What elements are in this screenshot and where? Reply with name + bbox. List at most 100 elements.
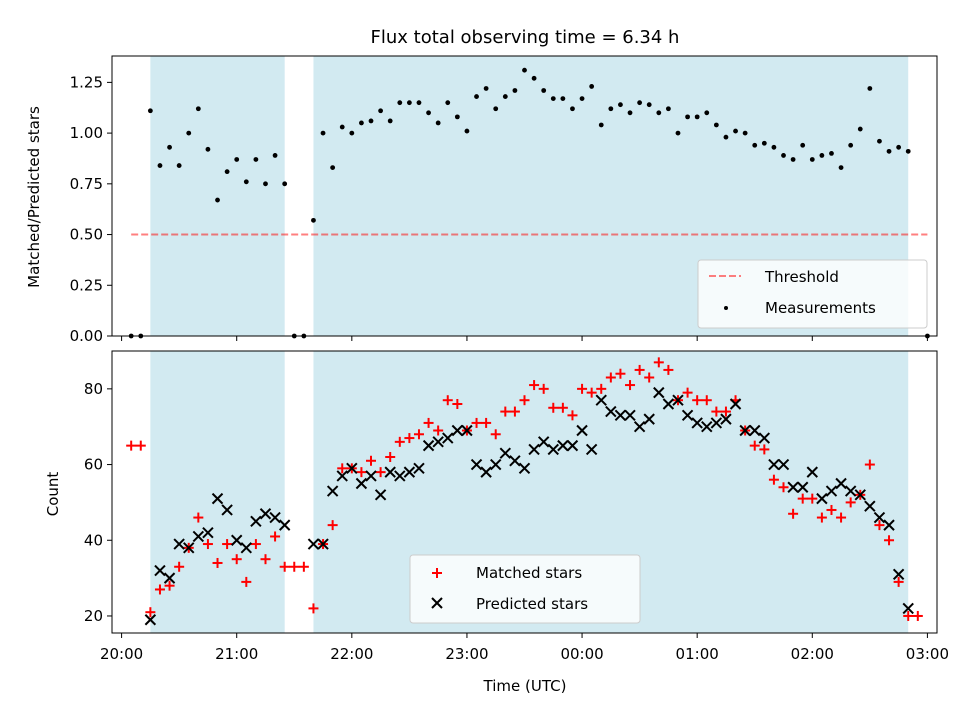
- measurement-point-32: [435, 120, 441, 126]
- legend-bottom-box: [409, 554, 641, 624]
- predicted-marker-b: [729, 398, 742, 410]
- measurement-point-63: [733, 128, 738, 134]
- predicted-star-point-46: [605, 405, 617, 418]
- matched-star-point-65: [749, 440, 760, 451]
- matched-star-point-9: [212, 557, 223, 568]
- x-tick-label-3: 23:00: [445, 645, 488, 663]
- legend-measurements-label: Measurements: [765, 299, 876, 317]
- predicted-marker-b: [566, 439, 579, 452]
- predicted-marker-b: [442, 432, 454, 444]
- predicted-marker-b: [183, 542, 195, 554]
- predicted-star-point-62: [758, 432, 771, 444]
- top-y-tick-label-2: 0.50: [70, 226, 103, 244]
- predicted-marker-b: [624, 409, 636, 422]
- predicted-marker-b: [192, 530, 205, 543]
- x-tick-label-2: 22:00: [330, 645, 373, 663]
- measurement-point-6: [186, 130, 192, 136]
- matched-star-point-47: [577, 383, 588, 394]
- matched-star-point-55: [653, 357, 664, 368]
- measurement-point-67: [771, 144, 777, 150]
- bottom-axes-frame: [111, 350, 938, 634]
- matched-star-point-19: [308, 603, 319, 614]
- measurement-point-59: [694, 114, 700, 120]
- top-y-tick-label-1: 0.25: [70, 276, 103, 294]
- matched-star-point-75: [845, 497, 856, 508]
- matched-star-point-61: [711, 406, 722, 417]
- matched-star-point-36: [471, 417, 482, 428]
- predicted-star-point-8: [221, 504, 233, 516]
- predicted-star-point-44: [585, 443, 598, 456]
- matched-star-point-78: [874, 520, 885, 531]
- matched-star-point-51: [615, 368, 626, 379]
- predicted-star-point-55: [691, 417, 703, 429]
- matched-star-point-31: [423, 417, 434, 428]
- top-y-tick-label-4: 1.00: [70, 124, 103, 142]
- predicted-marker-b: [250, 515, 262, 528]
- predicted-marker-b: [537, 436, 550, 448]
- measurement-point-5: [176, 163, 182, 168]
- matched-star-point-24: [356, 467, 367, 478]
- predicted-marker-b: [490, 458, 502, 471]
- measurement-point-54: [646, 102, 652, 108]
- measurement-point-29: [406, 100, 412, 106]
- matched-star-point-49: [596, 383, 607, 394]
- measurement-point-68: [781, 153, 786, 158]
- predicted-marker-b: [758, 432, 771, 444]
- measurement-point-69: [790, 157, 796, 162]
- predicted-star-point-11: [250, 515, 262, 528]
- predicted-star-point-53: [672, 394, 684, 406]
- predicted-star-point-38: [528, 443, 540, 456]
- predicted-star-point-26: [413, 462, 425, 475]
- matched-star-point-81: [903, 610, 914, 621]
- predicted-star-point-42: [566, 439, 579, 452]
- matched-star-point-33: [442, 395, 453, 406]
- matched-star-point-2: [145, 607, 156, 618]
- predicted-marker-b: [672, 394, 684, 406]
- measurement-point-33: [445, 100, 451, 106]
- predicted-star-point-7: [211, 492, 224, 505]
- matched-star-point-10: [222, 539, 233, 550]
- measurement-point-0: [128, 333, 134, 339]
- measurement-point-19: [311, 217, 316, 223]
- measurement-point-28: [397, 100, 403, 106]
- predicted-star-point-64: [777, 458, 790, 471]
- matched-star-point-11: [231, 554, 242, 565]
- predicted-marker-b: [547, 443, 559, 456]
- measurement-point-14: [263, 181, 268, 187]
- predicted-marker-b: [422, 439, 435, 452]
- measurement-point-56: [665, 106, 671, 112]
- predicted-star-point-32: [470, 458, 483, 471]
- predicted-marker-b: [585, 443, 598, 456]
- matched-star-point-69: [788, 508, 799, 519]
- measurement-point-20: [320, 130, 326, 136]
- predicted-star-point-67: [806, 466, 818, 478]
- predicted-marker-b: [269, 511, 281, 524]
- top-axes-frame: [111, 55, 938, 337]
- measurement-point-64: [742, 130, 748, 136]
- predicted-marker-b: [643, 413, 655, 425]
- measurement-point-25: [368, 118, 374, 124]
- legend-measurements-swatch: [724, 306, 728, 310]
- measurement-point-38: [493, 106, 499, 112]
- predicted-star-point-4: [183, 542, 195, 554]
- predicted-marker-b: [883, 519, 895, 531]
- predicted-star-point-34: [490, 458, 502, 471]
- measurement-point-62: [723, 134, 729, 140]
- matched-star-point-74: [836, 512, 847, 523]
- bottom-y-tick-label-0: 20: [84, 607, 103, 625]
- matched-star-point-17: [289, 561, 300, 572]
- matched-star-point-70: [797, 493, 808, 504]
- bottom-y-tick-label-3: 80: [84, 380, 103, 398]
- matched-star-point-62: [720, 406, 731, 417]
- matched-star-point-14: [260, 554, 271, 565]
- matched-star-point-53: [634, 364, 645, 375]
- predicted-star-point-68: [816, 492, 828, 505]
- measurement-point-50: [608, 106, 614, 112]
- measurement-point-11: [234, 157, 240, 162]
- predicted-marker-b: [749, 424, 761, 437]
- measurement-point-1: [138, 333, 144, 339]
- predicted-star-point-74: [873, 511, 886, 524]
- predicted-marker-b: [691, 417, 703, 429]
- predicted-marker-b: [346, 462, 358, 475]
- predicted-star-point-29: [442, 432, 454, 444]
